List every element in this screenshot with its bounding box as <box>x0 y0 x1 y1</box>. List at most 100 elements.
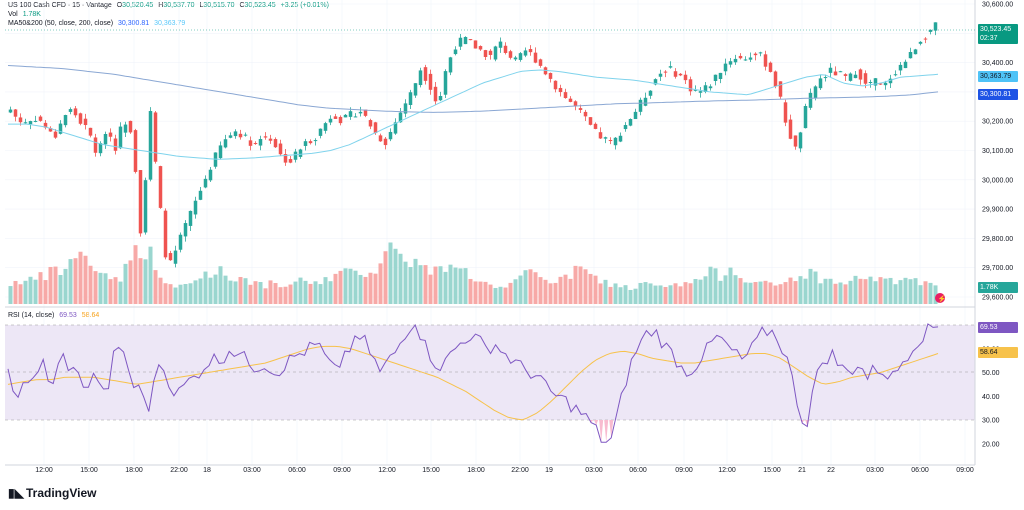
ma-fast-tag: 30,363.79 <box>978 71 1018 82</box>
candle-body <box>833 71 838 76</box>
volume-bar <box>753 282 758 304</box>
volume-bar <box>368 272 373 304</box>
candle-body <box>28 121 33 125</box>
time-tick-label: 18:00 <box>125 467 143 474</box>
candle-body <box>18 117 23 123</box>
candle-body <box>773 71 778 87</box>
volume-bar <box>868 276 873 304</box>
volume-bar <box>808 268 813 304</box>
candle-body <box>863 73 868 84</box>
volume-bar <box>123 263 128 304</box>
rsi-tag: 69.53 <box>978 322 1018 333</box>
price-tick-label: 29,900.00 <box>982 207 1013 214</box>
candle-body <box>58 123 63 134</box>
volume-bar <box>338 270 343 304</box>
volume-bar <box>308 283 313 304</box>
volume-bar <box>313 281 318 304</box>
volume-bar <box>358 274 363 304</box>
candle-body <box>93 137 98 153</box>
volume-bar <box>98 272 103 304</box>
candle-body <box>733 58 738 63</box>
candle-body <box>468 39 473 41</box>
candle-body <box>13 109 18 117</box>
volume-bar <box>158 277 163 304</box>
candle-body <box>498 41 503 48</box>
candle-body <box>423 67 428 81</box>
candle-body <box>418 70 423 86</box>
volume-bar <box>638 282 643 304</box>
volume-bar <box>468 278 473 304</box>
candle-body <box>43 122 48 128</box>
bolt-icon: ⚡ <box>938 294 947 303</box>
volume-bar <box>588 273 593 304</box>
candle-body <box>48 128 53 132</box>
volume-bar <box>113 277 118 304</box>
candle-body <box>103 133 108 145</box>
volume-bar <box>298 277 303 304</box>
volume-bar <box>248 284 253 304</box>
volume-bar <box>73 258 78 304</box>
candle-body <box>38 116 43 121</box>
tradingview-logo[interactable]: ▮◣ TradingView <box>8 486 97 500</box>
volume-bar <box>423 265 428 304</box>
candle-body <box>488 50 493 55</box>
volume-bar <box>528 269 533 304</box>
time-tick-label: 22:00 <box>170 467 188 474</box>
candle-body <box>918 41 923 44</box>
volume-bar <box>758 281 763 304</box>
volume-bars <box>8 242 938 304</box>
candle-body <box>233 131 238 137</box>
candle-body <box>583 111 588 117</box>
volume-bar <box>548 283 553 304</box>
candle-body <box>808 92 813 108</box>
volume-bar <box>863 279 868 304</box>
time-tick-label: 03:00 <box>585 467 603 474</box>
volume-bar <box>223 275 228 304</box>
candle-body <box>403 103 408 114</box>
volume-bar <box>103 273 108 304</box>
volume-bar <box>503 287 508 304</box>
candle-body <box>673 71 678 77</box>
candle-body <box>323 123 328 131</box>
candle-body <box>893 74 898 76</box>
candle-body <box>478 46 483 50</box>
volume-bar <box>903 277 908 304</box>
legend-rsi: RSI (14, close) 69.53 58.64 <box>8 311 102 320</box>
volume-bar <box>33 279 38 304</box>
volume-bar <box>58 275 63 304</box>
candle-body <box>53 131 58 138</box>
volume-bar <box>128 260 133 304</box>
candle-body <box>148 111 153 180</box>
price-tick-label: 30,600.00 <box>982 2 1013 9</box>
volume-bar <box>233 281 238 304</box>
candle-body <box>528 49 533 53</box>
volume-bar <box>773 285 778 304</box>
volume-bar <box>213 274 218 304</box>
volume-bar <box>683 282 688 304</box>
candle-body <box>628 119 633 126</box>
candle-body <box>298 149 303 157</box>
candle-body <box>393 122 398 134</box>
candle-body <box>243 134 248 136</box>
volume-bar <box>63 268 68 304</box>
legend-ma: MA50&200 (50, close, 200, close) 30,300.… <box>8 19 188 28</box>
alert-icon[interactable] <box>935 293 945 303</box>
volume-bar <box>303 280 308 304</box>
candle-body <box>63 115 68 126</box>
time-tick-label: 22 <box>827 467 835 474</box>
volume-bar <box>458 268 463 304</box>
candle-body <box>738 55 743 59</box>
volume-bar <box>883 278 888 304</box>
volume-bar <box>228 280 233 304</box>
time-tick-label: 09:00 <box>333 467 351 474</box>
volume-bar <box>643 282 648 304</box>
candle-body <box>78 113 83 124</box>
candle-body <box>518 53 523 60</box>
candle-body <box>8 109 13 113</box>
candle-body <box>698 91 703 93</box>
volume-bar <box>343 268 348 304</box>
volume-bar <box>353 270 358 304</box>
candle-body <box>88 127 93 136</box>
volume-bar <box>703 276 708 304</box>
